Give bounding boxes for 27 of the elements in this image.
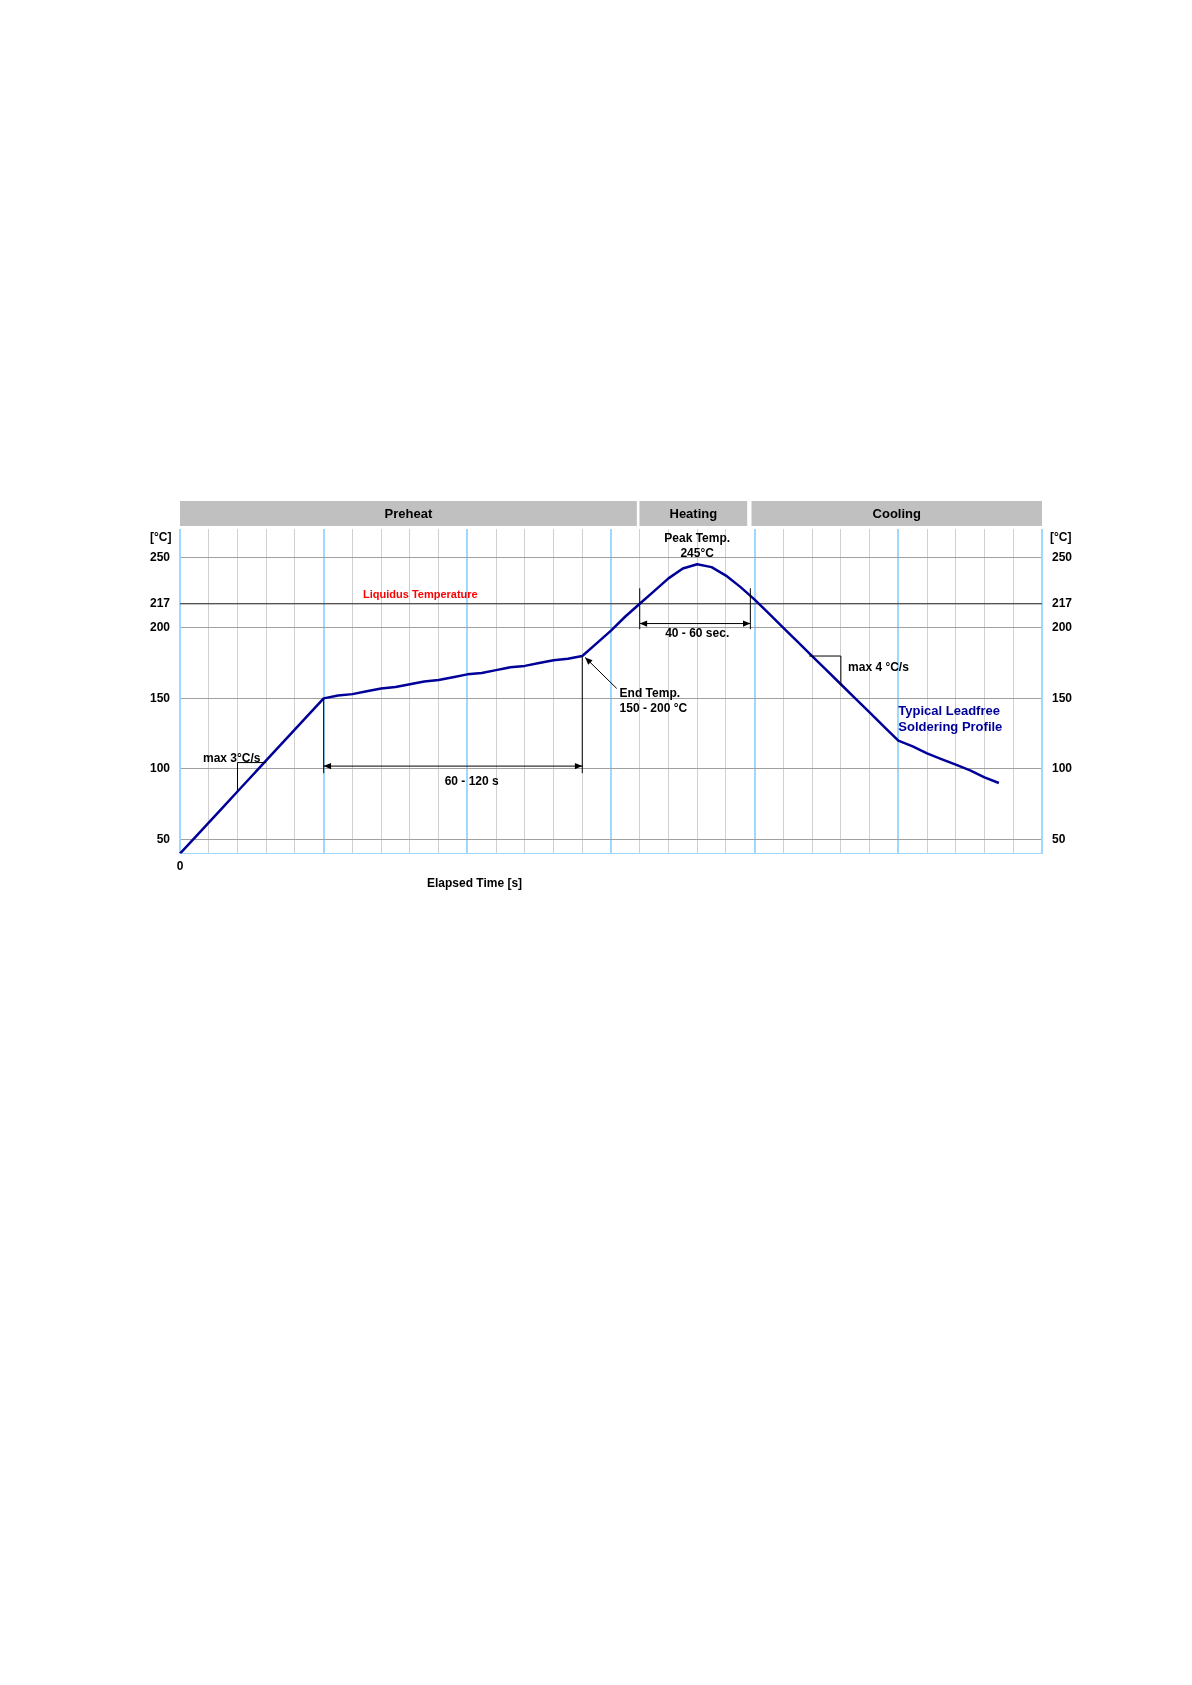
x-axis-title: Elapsed Time [s] (426, 875, 523, 890)
text: Heating (669, 505, 718, 521)
ref-line-label: Liquidus Temperature (363, 588, 478, 601)
y-tick-label: 250 (149, 549, 171, 564)
series-label: Typical Leadfree Soldering Profile (898, 702, 1003, 734)
x-tick-label: 0 (176, 859, 184, 874)
text: Cooling (872, 505, 921, 521)
annotation: max 3°C/s (203, 751, 261, 766)
y-tick-label: 200 (149, 620, 171, 635)
annotation: 60 - 120 s (444, 773, 499, 788)
y2-axis-title: [°C] (1049, 529, 1072, 544)
y2-tick-label: 200 (1051, 620, 1073, 635)
annotation: max 4 °C/s (848, 659, 910, 674)
y2-tick-label: 150 (1051, 690, 1073, 705)
annotation: End Temp. 150 - 200 °C (619, 686, 688, 716)
y-axis-title: [°C] (150, 529, 172, 544)
y2-tick-label: 250 (1051, 549, 1073, 564)
y-tick-label: 150 (149, 690, 171, 705)
y-tick-label: 100 (149, 761, 171, 776)
y2-tick-label: 217 (1051, 596, 1073, 611)
annotation: 40 - 60 sec. (665, 625, 730, 640)
annotation: Peak Temp. 245°C (664, 531, 731, 561)
text: Preheat (384, 505, 433, 521)
y2-tick-label: 100 (1051, 761, 1073, 776)
y-tick-label: 50 (156, 831, 171, 846)
y2-tick-label: 50 (1051, 831, 1066, 846)
y-tick-label: 217 (149, 596, 171, 611)
